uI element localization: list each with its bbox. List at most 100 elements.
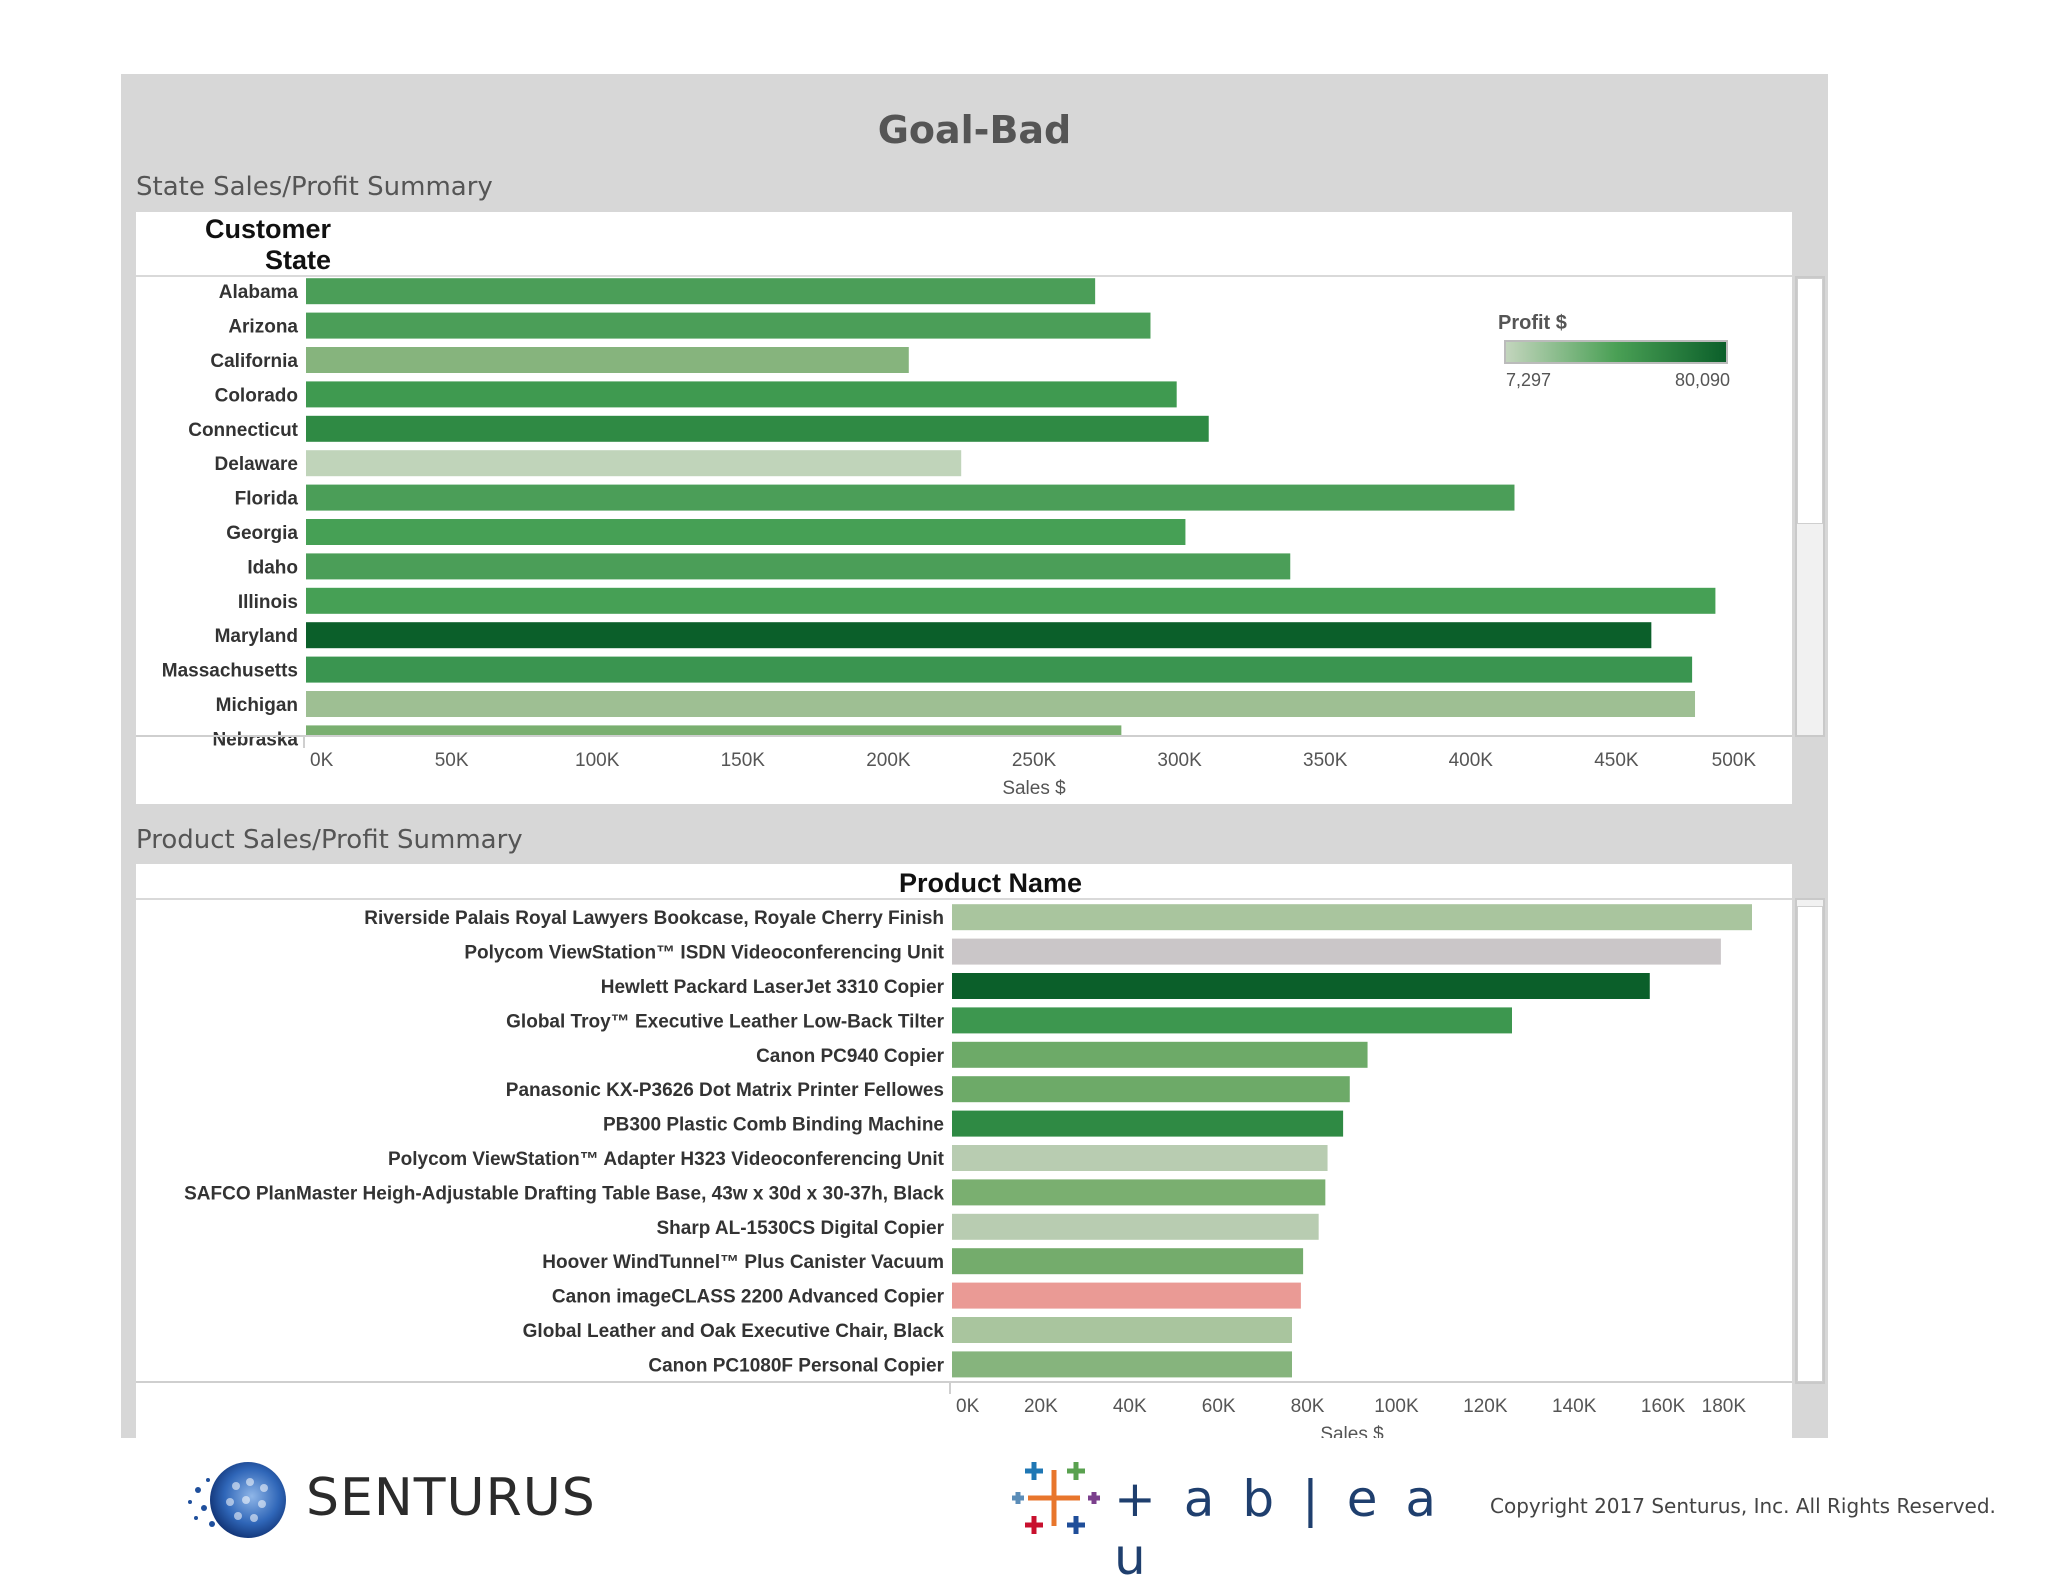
product-tick-label: 120K [1463, 1396, 1508, 1417]
product-tick-label: 100K [1374, 1396, 1419, 1417]
state-bar[interactable] [306, 347, 909, 373]
state-tick-label: 400K [1449, 750, 1494, 771]
state-tick-label: 200K [866, 750, 911, 771]
state-bar[interactable] [306, 450, 962, 477]
state-tick-label: 450K [1594, 750, 1639, 771]
product-bar[interactable] [952, 1248, 1304, 1275]
product-category-label: Sharp AL-1530CS Digital Copier [656, 1218, 944, 1239]
product-row-header: Product Name [898, 868, 1082, 898]
product-category-label: Hoover WindTunnel™ Plus Canister Vacuum [542, 1252, 944, 1273]
state-x-axis-title: Sales $ [1002, 778, 1066, 799]
product-category-label: Global Leather and Oak Executive Chair, … [523, 1321, 945, 1342]
state-tick-label: 100K [575, 750, 620, 771]
state-category-label: Nebraska [212, 729, 298, 750]
senturus-logo: SENTURUS [178, 1456, 595, 1542]
state-bar[interactable] [306, 484, 1515, 511]
state-tick-label: 250K [1012, 750, 1057, 771]
copyright-text: Copyright 2017 Senturus, Inc. All Rights… [1490, 1494, 1996, 1518]
product-bar[interactable] [952, 1145, 1328, 1171]
state-sales-chart: Alabama Arizona California Colorado Connecti… [136, 275, 1792, 799]
product-category-label: Panasonic KX-P3626 Dot Matrix Printer Fe… [506, 1080, 944, 1101]
product-bar[interactable] [952, 1317, 1292, 1343]
product-section-title: Product Sales/Profit Summary [136, 825, 523, 855]
product-bar[interactable] [952, 1213, 1319, 1240]
product-bar[interactable] [952, 1282, 1301, 1309]
tableau-logo-text: + a b | e a u [1114, 1470, 1442, 1586]
state-category-label: Massachusetts [162, 661, 298, 682]
state-category-label: Colorado [215, 385, 298, 406]
row-header-line-1: Customer [204, 214, 331, 244]
state-category-label: Illinois [238, 592, 298, 613]
globe-icon [188, 1462, 286, 1538]
product-bar[interactable] [952, 973, 1650, 999]
state-category-label: Alabama [219, 282, 299, 303]
product-bar[interactable] [952, 1110, 1344, 1137]
state-bar[interactable] [306, 415, 1209, 442]
product-bar[interactable] [952, 1351, 1292, 1378]
state-tick-label: 50K [435, 750, 469, 771]
dashboard-title: Goal-Bad [877, 108, 1072, 152]
legend-min-label: 7,297 [1506, 370, 1552, 390]
product-scrollbar-thumb[interactable] [1797, 906, 1823, 1382]
product-category-label: Polycom ViewStation™ Adapter H323 Videoc… [388, 1149, 945, 1170]
product-category-label: Riverside Palais Royal Lawyers Bookcase,… [364, 908, 944, 929]
state-tick-label: 300K [1157, 750, 1202, 771]
state-bar[interactable] [306, 725, 1122, 736]
product-scrollbar[interactable] [1795, 898, 1825, 1384]
product-bar[interactable] [952, 938, 1721, 965]
state-category-label: Connecticut [188, 420, 298, 441]
state-scrollbar-thumb[interactable] [1797, 278, 1823, 524]
state-tick-label: 500K [1712, 750, 1757, 771]
state-bar[interactable] [306, 381, 1177, 408]
profit-legend[interactable]: Profit $ 7,297 80,090 [1498, 312, 1738, 392]
state-category-label: Florida [235, 489, 299, 510]
product-tick-label: 160K [1641, 1396, 1686, 1417]
state-panel: Customer State Alabama Arizona California C… [136, 212, 1792, 804]
legend-gradient-bar [1504, 340, 1728, 364]
state-bar[interactable] [306, 312, 1151, 339]
product-x-axis-title: Sales $ [1320, 1424, 1384, 1438]
state-bar[interactable] [306, 278, 1096, 305]
row-header-line-2: State [264, 245, 331, 275]
product-bar[interactable] [952, 904, 1752, 931]
state-category-label: Arizona [228, 317, 298, 338]
product-bar[interactable] [952, 1041, 1368, 1068]
product-tick-label: 40K [1113, 1396, 1147, 1417]
state-bar[interactable] [306, 691, 1696, 717]
product-tick-label: 80K [1291, 1396, 1325, 1417]
state-tick-label: 350K [1303, 750, 1348, 771]
product-category-label: PB300 Plastic Comb Binding Machine [603, 1115, 944, 1136]
state-category-label: Idaho [247, 557, 298, 578]
product-category-label: Global Troy™ Executive Leather Low-Back … [506, 1011, 944, 1032]
state-bar[interactable] [306, 622, 1652, 649]
product-bar[interactable] [952, 1007, 1512, 1034]
senturus-logo-text: SENTURUS [306, 1468, 596, 1528]
state-scrollbar[interactable] [1795, 276, 1825, 737]
state-category-label: Maryland [215, 626, 298, 647]
product-category-label: Canon imageCLASS 2200 Advanced Copier [552, 1287, 945, 1308]
state-category-label: Georgia [226, 523, 298, 544]
state-bar[interactable] [306, 587, 1716, 614]
product-category-label: Polycom ViewStation™ ISDN Videoconferenc… [464, 943, 944, 964]
product-tick-label: 60K [1202, 1396, 1236, 1417]
tableau-logo: + a b | e a u [1010, 1456, 1450, 1586]
product-tick-label: 180K [1702, 1396, 1747, 1417]
product-tick-label: 20K [1024, 1396, 1058, 1417]
state-category-label: California [210, 351, 298, 372]
state-category-label: Michigan [216, 695, 298, 716]
product-category-label: Canon PC940 Copier [756, 1046, 945, 1067]
state-tick-label: 0K [310, 750, 334, 771]
state-bar[interactable] [306, 553, 1291, 580]
state-category-label: Delaware [215, 454, 298, 475]
legend-max-label: 80,090 [1674, 370, 1730, 390]
state-bar[interactable] [306, 519, 1186, 545]
product-tick-label: 140K [1552, 1396, 1597, 1417]
product-bar[interactable] [952, 1076, 1350, 1103]
legend-title: Profit $ [1498, 312, 1567, 334]
product-category-label: Hewlett Packard LaserJet 3310 Copier [601, 977, 945, 998]
state-bar[interactable] [306, 656, 1693, 683]
product-panel: Product Name Riverside Palais Royal Lawy… [136, 864, 1792, 1438]
product-bar[interactable] [952, 1179, 1326, 1206]
tableau-cross-icon [1012, 1462, 1100, 1534]
product-category-label: Canon PC1080F Personal Copier [648, 1355, 944, 1376]
